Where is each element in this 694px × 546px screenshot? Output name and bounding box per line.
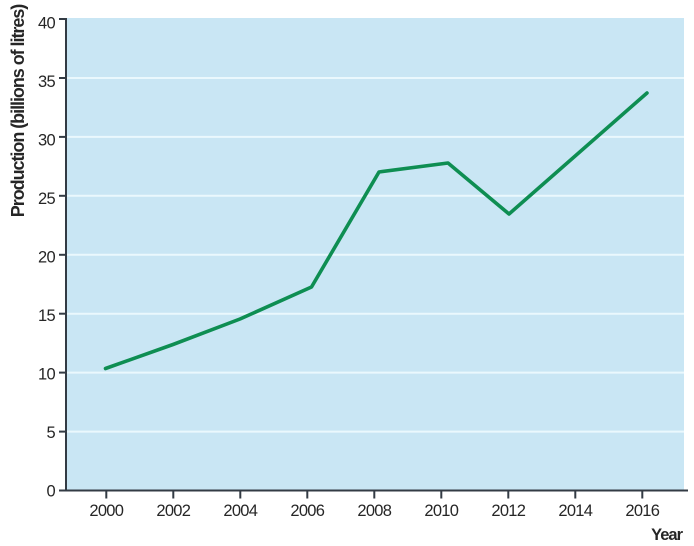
- svg-text:2016: 2016: [625, 502, 659, 520]
- svg-text:25: 25: [38, 190, 55, 208]
- svg-text:2008: 2008: [357, 502, 391, 520]
- svg-text:10: 10: [38, 365, 55, 383]
- svg-text:2012: 2012: [491, 502, 525, 520]
- svg-text:Production (billions of litres: Production (billions of litres): [8, 4, 28, 218]
- svg-text:15: 15: [38, 307, 55, 325]
- svg-text:Year: Year: [651, 526, 683, 544]
- svg-text:0: 0: [47, 482, 56, 500]
- svg-text:40: 40: [38, 14, 55, 32]
- svg-text:2006: 2006: [290, 502, 324, 520]
- svg-text:2004: 2004: [223, 502, 257, 520]
- svg-text:2014: 2014: [558, 502, 592, 520]
- svg-text:2000: 2000: [89, 502, 123, 520]
- svg-text:30: 30: [38, 131, 55, 149]
- svg-text:5: 5: [47, 424, 56, 442]
- svg-text:20: 20: [38, 248, 55, 266]
- svg-text:35: 35: [38, 73, 55, 91]
- svg-text:2002: 2002: [156, 502, 190, 520]
- svg-text:2010: 2010: [424, 502, 458, 520]
